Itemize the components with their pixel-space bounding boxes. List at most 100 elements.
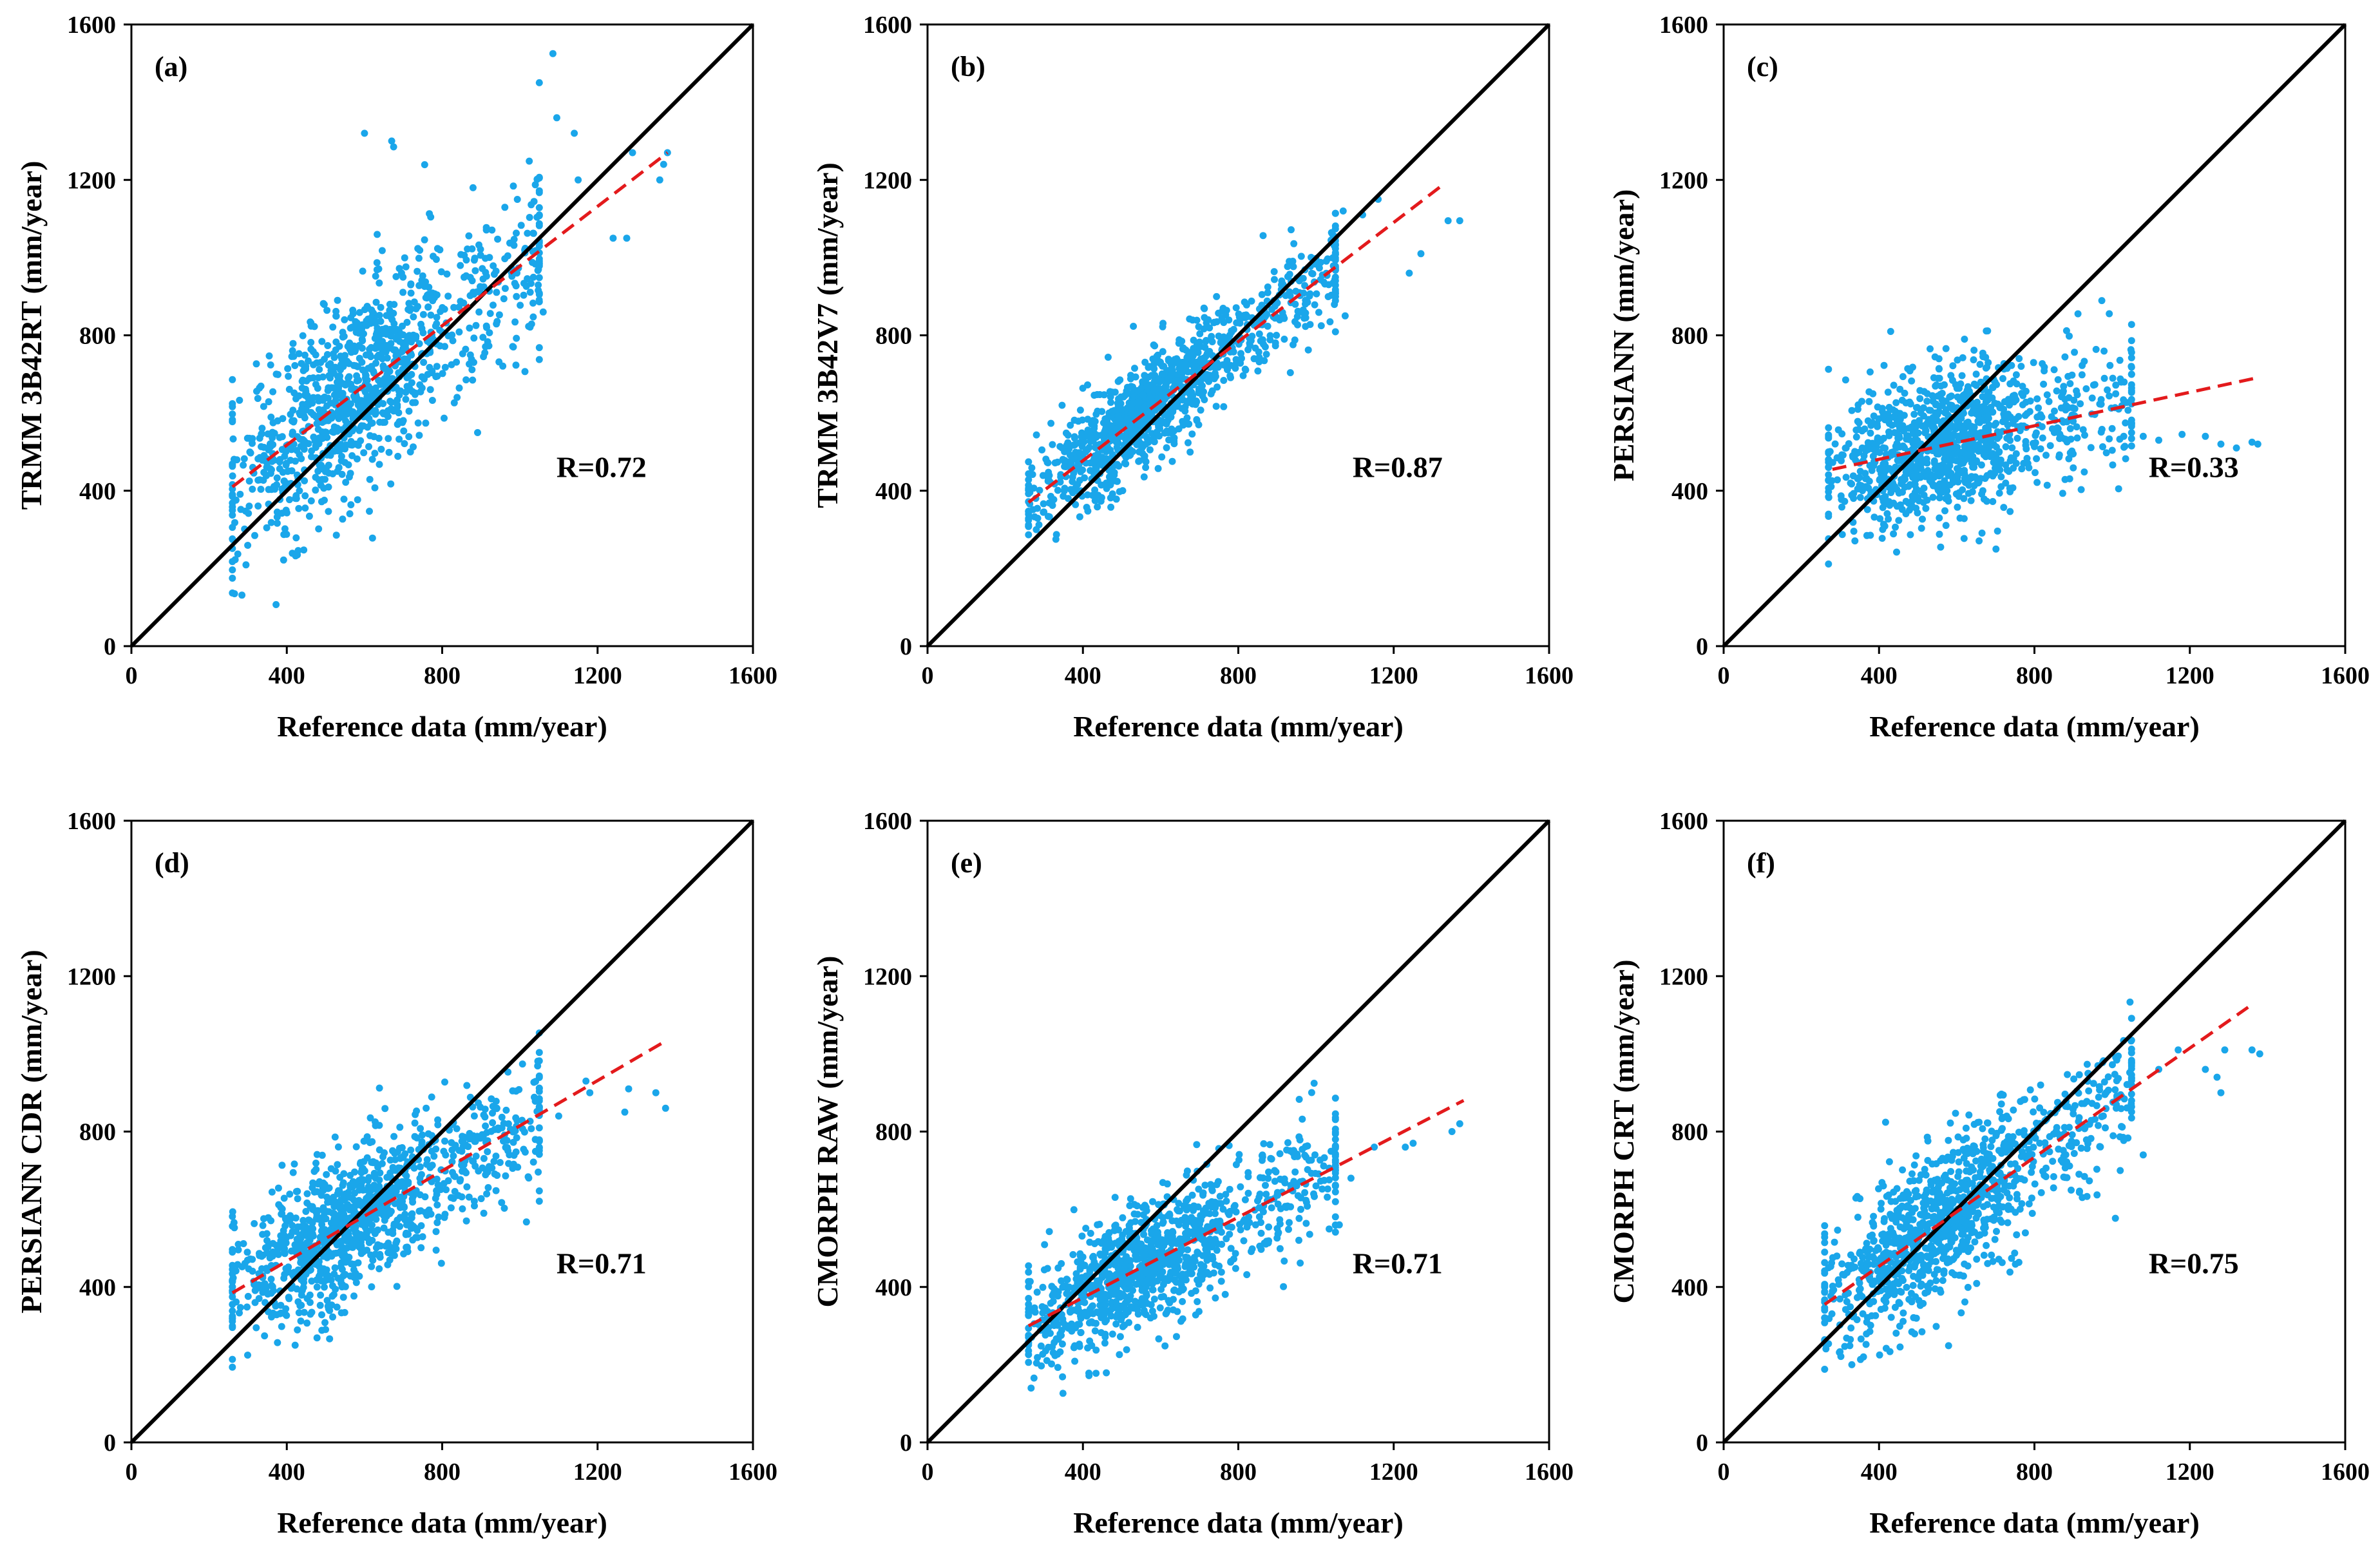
data-point	[503, 1136, 511, 1144]
data-point	[301, 414, 309, 422]
data-point	[428, 397, 436, 404]
data-point	[1250, 355, 1258, 363]
data-point	[2046, 442, 2054, 450]
data-point	[1258, 291, 1266, 298]
data-point	[307, 1203, 314, 1210]
data-point	[1871, 513, 1878, 521]
data-point	[291, 362, 299, 369]
data-point	[406, 385, 414, 392]
data-point	[384, 407, 392, 415]
data-point	[273, 513, 281, 521]
data-point	[2108, 446, 2116, 454]
data-point	[348, 452, 356, 459]
data-point	[1084, 507, 1092, 515]
data-point	[1025, 486, 1033, 494]
data-point	[1894, 457, 1902, 464]
data-point	[1310, 1080, 1318, 1087]
data-point	[1331, 1229, 1339, 1236]
data-point	[229, 1317, 236, 1325]
data-point	[1259, 232, 1267, 240]
data-point	[318, 1221, 326, 1229]
data-point	[1163, 379, 1170, 387]
data-point	[390, 143, 397, 151]
data-point	[236, 1309, 243, 1317]
data-point	[535, 1072, 543, 1080]
data-point	[281, 525, 289, 533]
data-point	[2022, 441, 2030, 449]
data-point	[1972, 443, 1980, 451]
data-point	[278, 1323, 285, 1330]
data-point	[271, 483, 278, 490]
data-point	[405, 305, 412, 313]
data-point	[1044, 459, 1052, 466]
data-point	[1838, 531, 1846, 539]
data-point	[441, 1078, 448, 1086]
data-point	[1218, 314, 1226, 322]
data-point	[2006, 508, 2014, 515]
data-point	[1119, 393, 1127, 401]
data-point	[348, 1243, 356, 1251]
data-point	[392, 273, 400, 280]
data-point	[1106, 388, 1114, 396]
data-point	[1226, 372, 1234, 379]
data-point	[1045, 1228, 1053, 1236]
data-point	[2025, 464, 2033, 472]
data-point	[1988, 394, 1996, 402]
data-point	[401, 1216, 409, 1224]
data-point	[346, 510, 354, 517]
data-point	[356, 324, 364, 332]
data-point	[1902, 497, 1910, 505]
data-point	[417, 1207, 424, 1214]
data-point	[1874, 423, 1881, 430]
data-point	[407, 289, 415, 297]
data-point	[1955, 436, 1963, 444]
data-point	[1025, 516, 1033, 524]
data-point	[267, 519, 275, 526]
data-point	[318, 1227, 325, 1235]
data-point	[272, 601, 280, 608]
data-point	[1825, 471, 1833, 479]
data-point	[396, 332, 403, 340]
data-point	[1320, 278, 1328, 286]
data-point	[350, 411, 358, 419]
data-point	[1149, 1198, 1156, 1205]
data-point	[353, 1201, 361, 1209]
data-point	[2022, 398, 2030, 406]
data-point	[267, 414, 275, 421]
data-point	[1965, 441, 1973, 448]
data-point	[484, 1148, 491, 1156]
data-point	[1910, 471, 1918, 479]
data-point	[2060, 383, 2068, 390]
data-point	[417, 1222, 425, 1230]
data-point	[2217, 440, 2225, 448]
data-point	[488, 1127, 495, 1135]
data-point	[493, 1104, 500, 1112]
data-point	[1163, 444, 1170, 452]
data-point	[513, 292, 520, 300]
data-point	[371, 1230, 379, 1238]
data-point	[332, 363, 339, 371]
data-point	[525, 1174, 533, 1182]
data-point	[1060, 487, 1068, 495]
data-point	[317, 464, 325, 472]
data-point	[313, 1283, 321, 1291]
scatter-points	[1025, 195, 1463, 543]
panel-label: (c)	[1747, 51, 1778, 82]
data-point	[307, 1266, 314, 1274]
data-point	[2074, 310, 2082, 318]
data-point	[396, 1223, 404, 1230]
data-point	[2008, 444, 2016, 452]
data-point	[1858, 397, 1865, 405]
data-point	[1143, 435, 1151, 443]
data-point	[1033, 431, 1040, 439]
data-point	[1848, 406, 1856, 414]
data-point	[1265, 1223, 1273, 1231]
data-point	[1266, 336, 1274, 343]
data-point	[1890, 450, 1898, 458]
data-point	[390, 320, 398, 327]
data-point	[263, 1230, 271, 1238]
data-point	[1910, 419, 1918, 426]
data-point	[316, 366, 323, 373]
data-point	[1935, 450, 1943, 458]
data-point	[1847, 479, 1854, 487]
